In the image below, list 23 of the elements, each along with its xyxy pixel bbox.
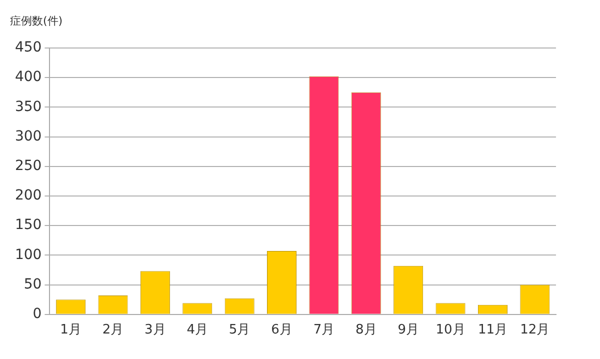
y-tick-label: 200 — [14, 188, 42, 204]
y-tick-label: 350 — [14, 98, 42, 115]
x-tick-label: 1月 — [60, 322, 82, 338]
y-tick-label: 250 — [14, 158, 42, 174]
y-tick-label: 50 — [24, 276, 42, 292]
y-tick-label: 300 — [14, 128, 42, 144]
x-tick-label: 9月 — [398, 322, 419, 338]
x-tick-label: 2月 — [102, 322, 124, 338]
y-tick-label: 400 — [14, 69, 42, 86]
x-tick-label: 4月 — [186, 322, 208, 338]
x-tick-label: 6月 — [271, 322, 292, 338]
x-tick-label: 10月 — [436, 322, 466, 338]
x-tick-label: 8月 — [356, 322, 377, 338]
y-axis-title: 症例数(件) — [10, 14, 63, 28]
x-tick-label: 12月 — [520, 322, 550, 338]
x-tick-label: 3月 — [144, 322, 166, 338]
x-tick-label: 7月 — [313, 322, 335, 338]
y-tick-label: 100 — [14, 246, 42, 263]
x-tick-label: 5月 — [228, 322, 250, 338]
x-tick-label: 11月 — [478, 322, 508, 338]
y-tick-label: 150 — [14, 217, 42, 234]
y-tick-label: 450 — [14, 40, 42, 56]
y-tick-label: 0 — [32, 306, 42, 322]
